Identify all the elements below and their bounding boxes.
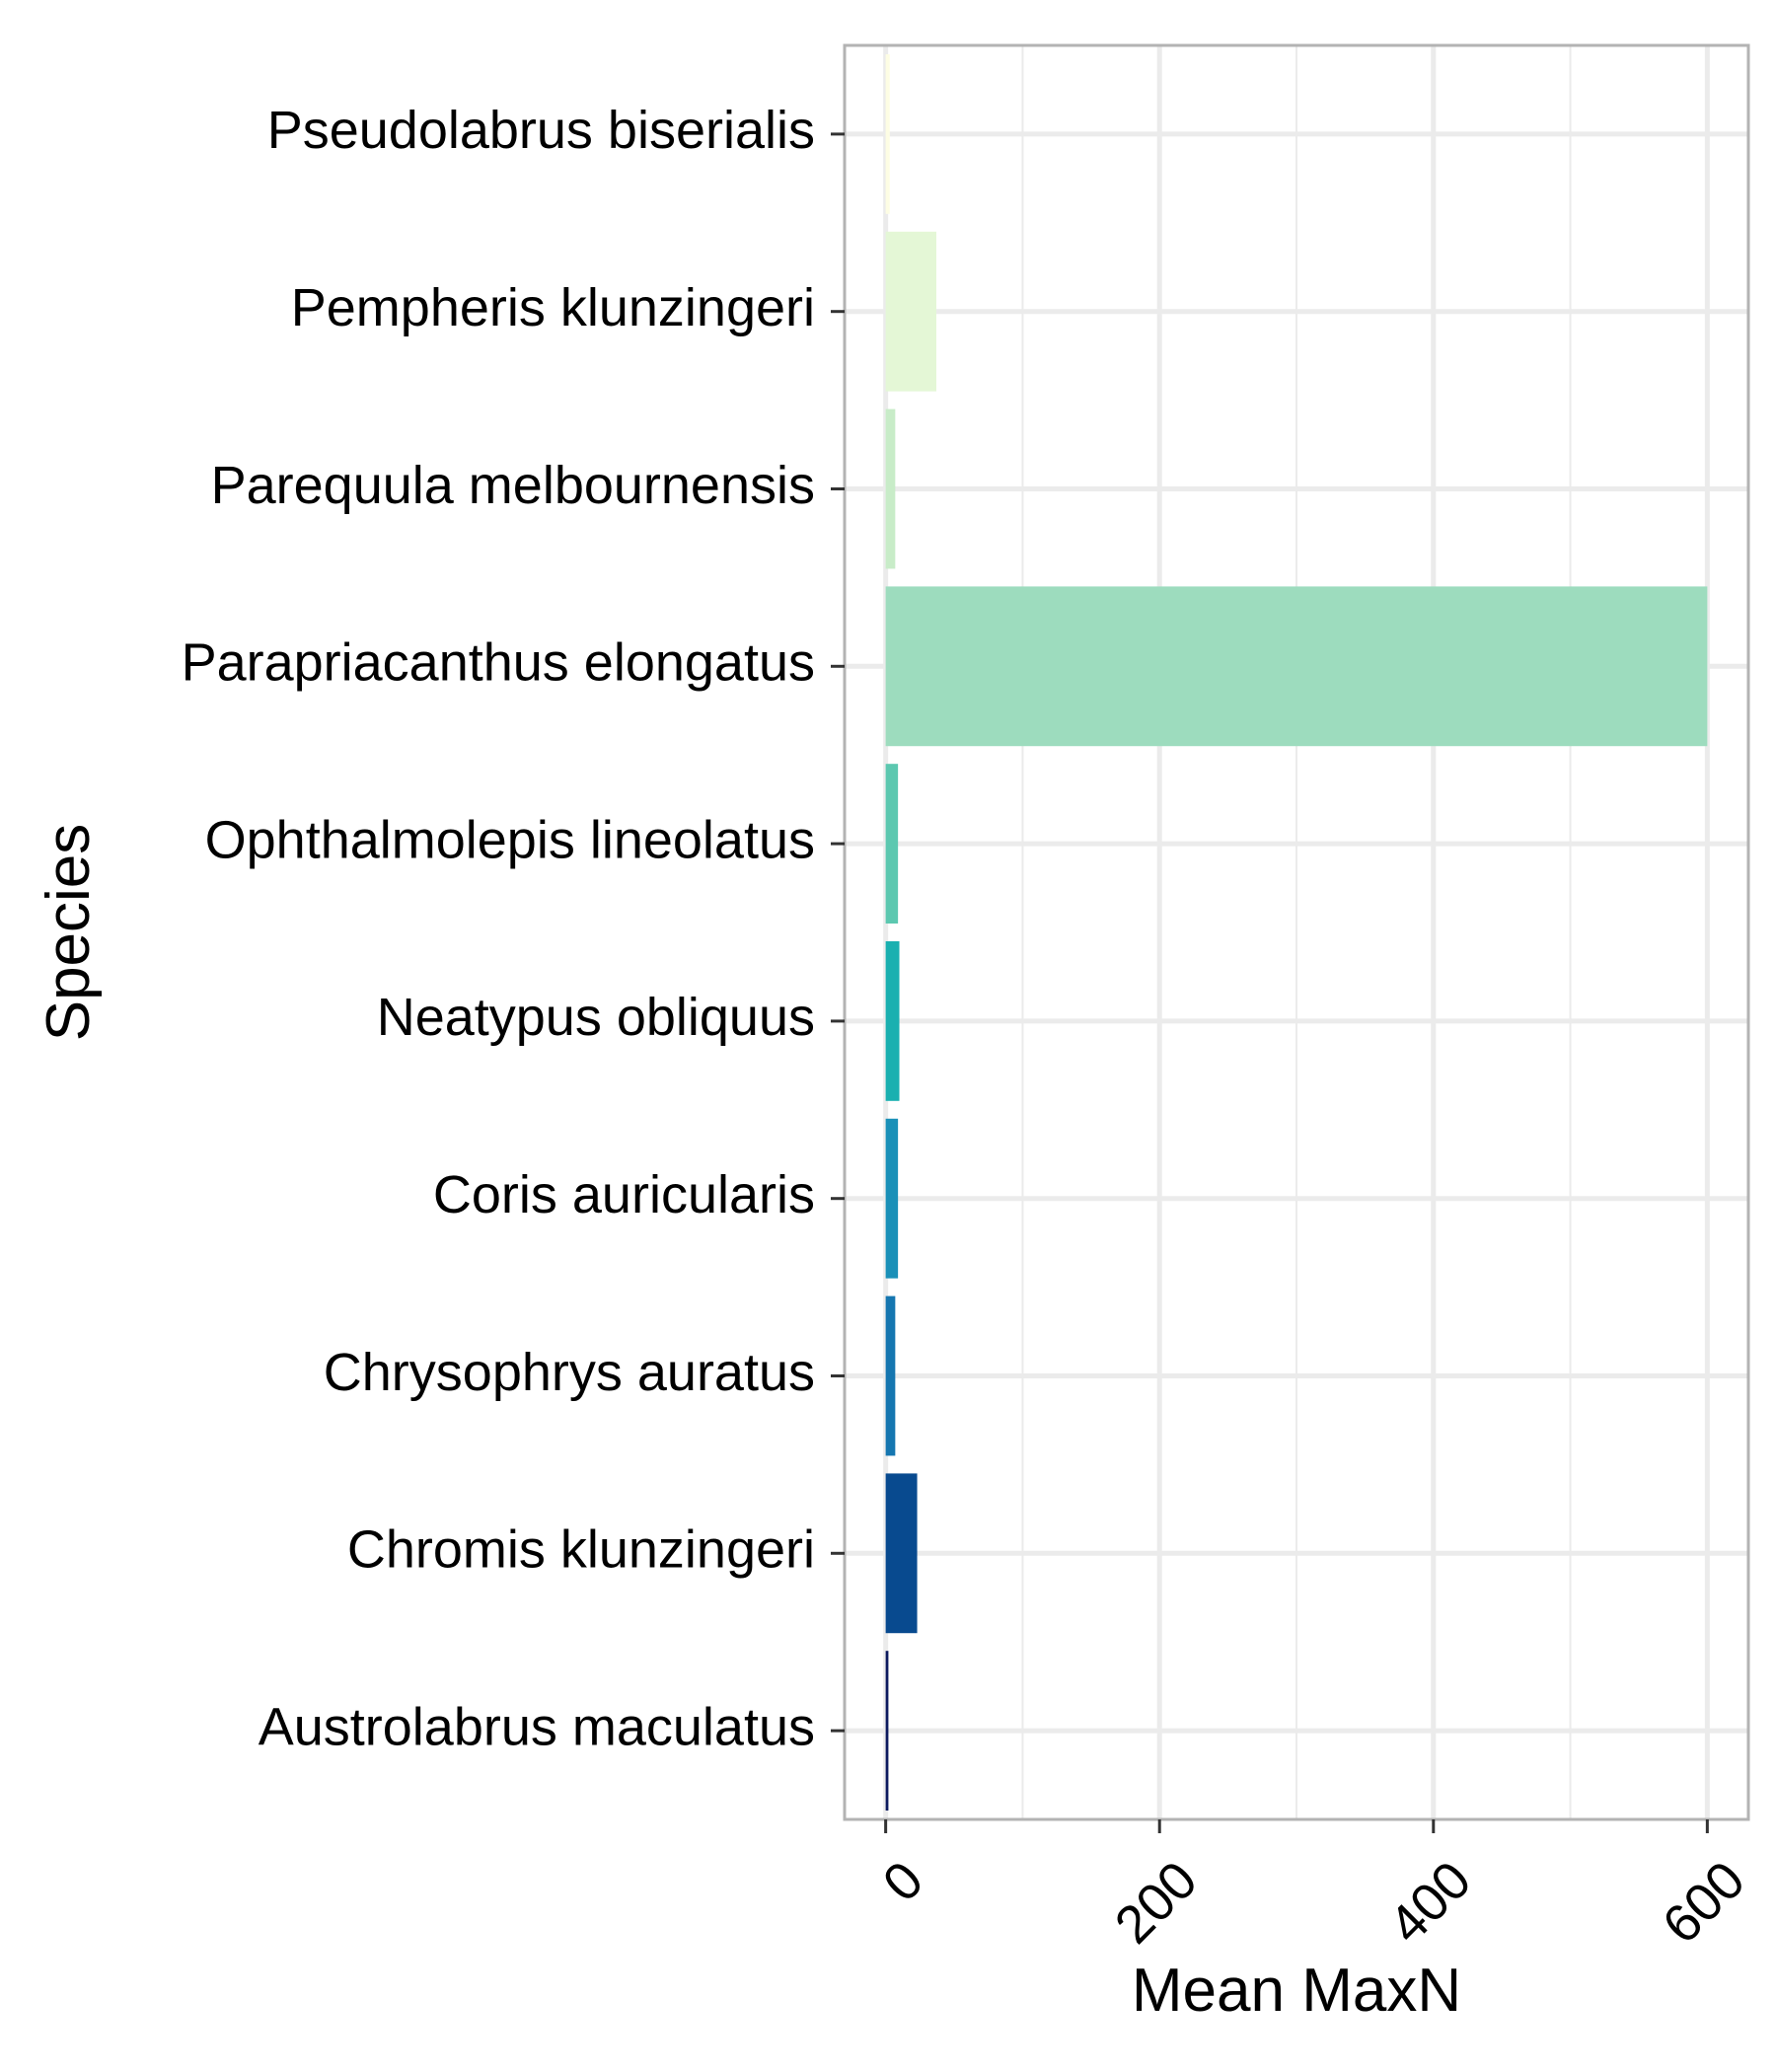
bar xyxy=(885,1295,896,1456)
bar xyxy=(885,940,900,1101)
bar xyxy=(885,764,899,925)
plot-border xyxy=(843,43,1750,1821)
y-tick-label: Parequula melbournensis xyxy=(211,456,815,515)
y-tick-label: Chrysophrys auratus xyxy=(324,1343,815,1402)
bar xyxy=(885,1473,918,1634)
bar xyxy=(885,53,890,214)
bar xyxy=(885,231,936,392)
y-tick-label: Ophthalmolepis lineolatus xyxy=(205,810,815,869)
y-tick-label: Austrolabrus maculatus xyxy=(259,1697,815,1756)
y-tick-label: Neatypus obliquus xyxy=(377,988,815,1047)
x-tick-label: 0 xyxy=(872,1850,935,1913)
x-tick-label: 200 xyxy=(1104,1850,1209,1955)
bar xyxy=(885,586,1708,747)
y-axis-title: Species xyxy=(35,824,103,1042)
bar xyxy=(885,408,896,569)
y-tick-label: Pempheris klunzingeri xyxy=(291,278,815,337)
x-tick-label: 400 xyxy=(1377,1850,1482,1955)
x-axis-title: Mean MaxN xyxy=(1132,1957,1461,2025)
bar xyxy=(885,1118,899,1279)
y-tick-label: Parapriacanthus elongatus xyxy=(182,633,815,693)
y-tick-label: Pseudolabrus biserialis xyxy=(267,101,815,160)
y-tick-label: Chromis klunzingeri xyxy=(347,1520,815,1580)
bar xyxy=(885,1651,889,1812)
x-tick-label: 600 xyxy=(1652,1850,1756,1955)
y-tick-label: Coris auricularis xyxy=(433,1165,815,1224)
